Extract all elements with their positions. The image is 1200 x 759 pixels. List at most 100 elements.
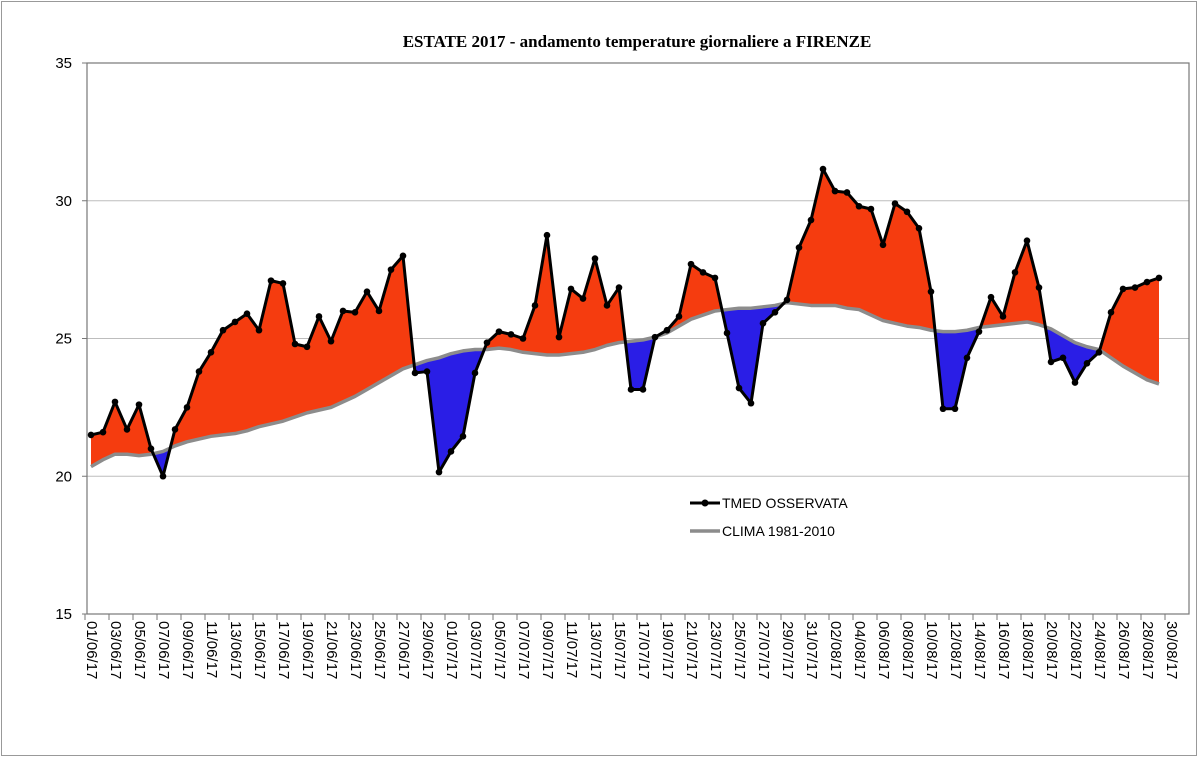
x-tick-label: 09/07/17 [539, 621, 556, 679]
observed-point [999, 313, 1007, 320]
x-tick-label: 14/08/17 [971, 621, 988, 679]
observed-point [1059, 354, 1067, 362]
x-tick-label: 08/08/17 [899, 621, 916, 679]
x-tick-label: 25/07/17 [731, 621, 748, 679]
x-tick-label: 17/06/17 [275, 621, 292, 679]
x-tick-label: 13/07/17 [587, 621, 604, 679]
observed-point [927, 288, 935, 295]
observed-point [183, 404, 191, 411]
observed-point [771, 309, 779, 316]
observed-point [783, 296, 791, 304]
observed-point [1095, 348, 1103, 356]
x-tick-label: 06/08/17 [875, 621, 892, 679]
x-tick-label: 23/07/17 [707, 621, 724, 679]
x-tick-label: 27/07/17 [755, 621, 772, 679]
y-tick-label: 35 [55, 55, 72, 72]
observed-point [447, 448, 455, 455]
observed-point [147, 445, 155, 453]
x-tick-label: 31/07/17 [803, 621, 820, 679]
x-tick-label: 03/06/17 [107, 621, 124, 679]
x-tick-label: 01/06/17 [83, 621, 100, 679]
x-tick-label: 25/06/17 [371, 621, 388, 679]
observed-point [207, 348, 215, 356]
x-tick-label: 28/08/17 [1139, 621, 1156, 679]
observed-point [291, 340, 299, 348]
observed-point [123, 426, 131, 433]
x-tick-label: 05/06/17 [131, 621, 148, 679]
y-tick-label: 30 [55, 193, 72, 210]
observed-point [519, 335, 527, 342]
observed-point [951, 405, 959, 413]
observed-point [243, 310, 251, 318]
observed-point [375, 307, 383, 315]
observed-line [90, 167, 1160, 478]
observed-point [159, 472, 167, 480]
observed-point [279, 280, 287, 287]
x-tick-label: 15/07/17 [611, 621, 628, 679]
observed-point [723, 329, 731, 337]
x-tick-label: 30/08/17 [1163, 621, 1180, 679]
observed-point [939, 405, 947, 413]
observed-point [987, 293, 995, 301]
x-tick-label: 26/08/17 [1115, 621, 1132, 679]
observed-point [267, 277, 275, 284]
observed-point [1143, 278, 1151, 286]
observed-point [423, 368, 431, 375]
observed-point [555, 333, 563, 341]
observed-point [1083, 359, 1091, 367]
observed-point [327, 337, 335, 345]
x-tick-label: 17/07/17 [635, 621, 652, 679]
observed-point [639, 386, 647, 393]
observed-point [99, 428, 107, 436]
x-tick-label: 13/06/17 [227, 621, 244, 679]
observed-point [1107, 309, 1115, 316]
x-tick-label: 09/06/17 [179, 621, 196, 679]
y-tick-label: 15 [55, 606, 72, 623]
observed-point [339, 307, 347, 315]
x-tick-label: 24/08/17 [1091, 621, 1108, 679]
observed-point [1047, 358, 1055, 366]
observed-point [567, 285, 575, 293]
observed-point [735, 384, 743, 392]
x-tick-label: 15/06/17 [251, 621, 268, 679]
x-tick-label: 10/08/17 [923, 621, 940, 679]
x-tick-label: 22/08/17 [1067, 621, 1084, 679]
chart-title: ESTATE 2017 - andamento temperature gior… [403, 32, 872, 51]
observed-point [903, 208, 911, 216]
observed-point [675, 313, 683, 320]
observed-point [1011, 269, 1019, 276]
observed-point [975, 328, 983, 335]
observed-point [807, 216, 815, 224]
observed-point [315, 313, 323, 320]
x-tick-label: 07/07/17 [515, 621, 532, 679]
observed-point [219, 326, 227, 334]
observed-point [255, 326, 263, 334]
observed-point [411, 369, 419, 377]
observed-point [495, 328, 503, 335]
observed-point [87, 431, 95, 439]
observed-point [879, 241, 887, 249]
observed-point [543, 231, 551, 239]
observed-point [363, 288, 371, 295]
observed-point [135, 401, 143, 408]
observed-point [747, 399, 755, 407]
x-tick-label: 19/06/17 [299, 621, 316, 679]
observed-point [1023, 237, 1031, 244]
observed-point [1131, 284, 1139, 291]
observed-point [627, 386, 635, 393]
observed-point [819, 165, 827, 173]
observed-point [663, 326, 671, 334]
observed-point [687, 260, 695, 268]
x-tick-label: 29/07/17 [779, 621, 796, 679]
observed-point [615, 284, 623, 291]
x-tick-label: 02/08/17 [827, 621, 844, 679]
x-tick-label: 29/06/17 [419, 621, 436, 679]
x-tick-label: 03/07/17 [467, 621, 484, 679]
observed-point [867, 205, 875, 213]
observed-point [699, 269, 707, 276]
observed-point [387, 266, 395, 273]
observed-point [579, 295, 587, 302]
legend-label-observed: TMED OSSERVATA [722, 495, 848, 511]
